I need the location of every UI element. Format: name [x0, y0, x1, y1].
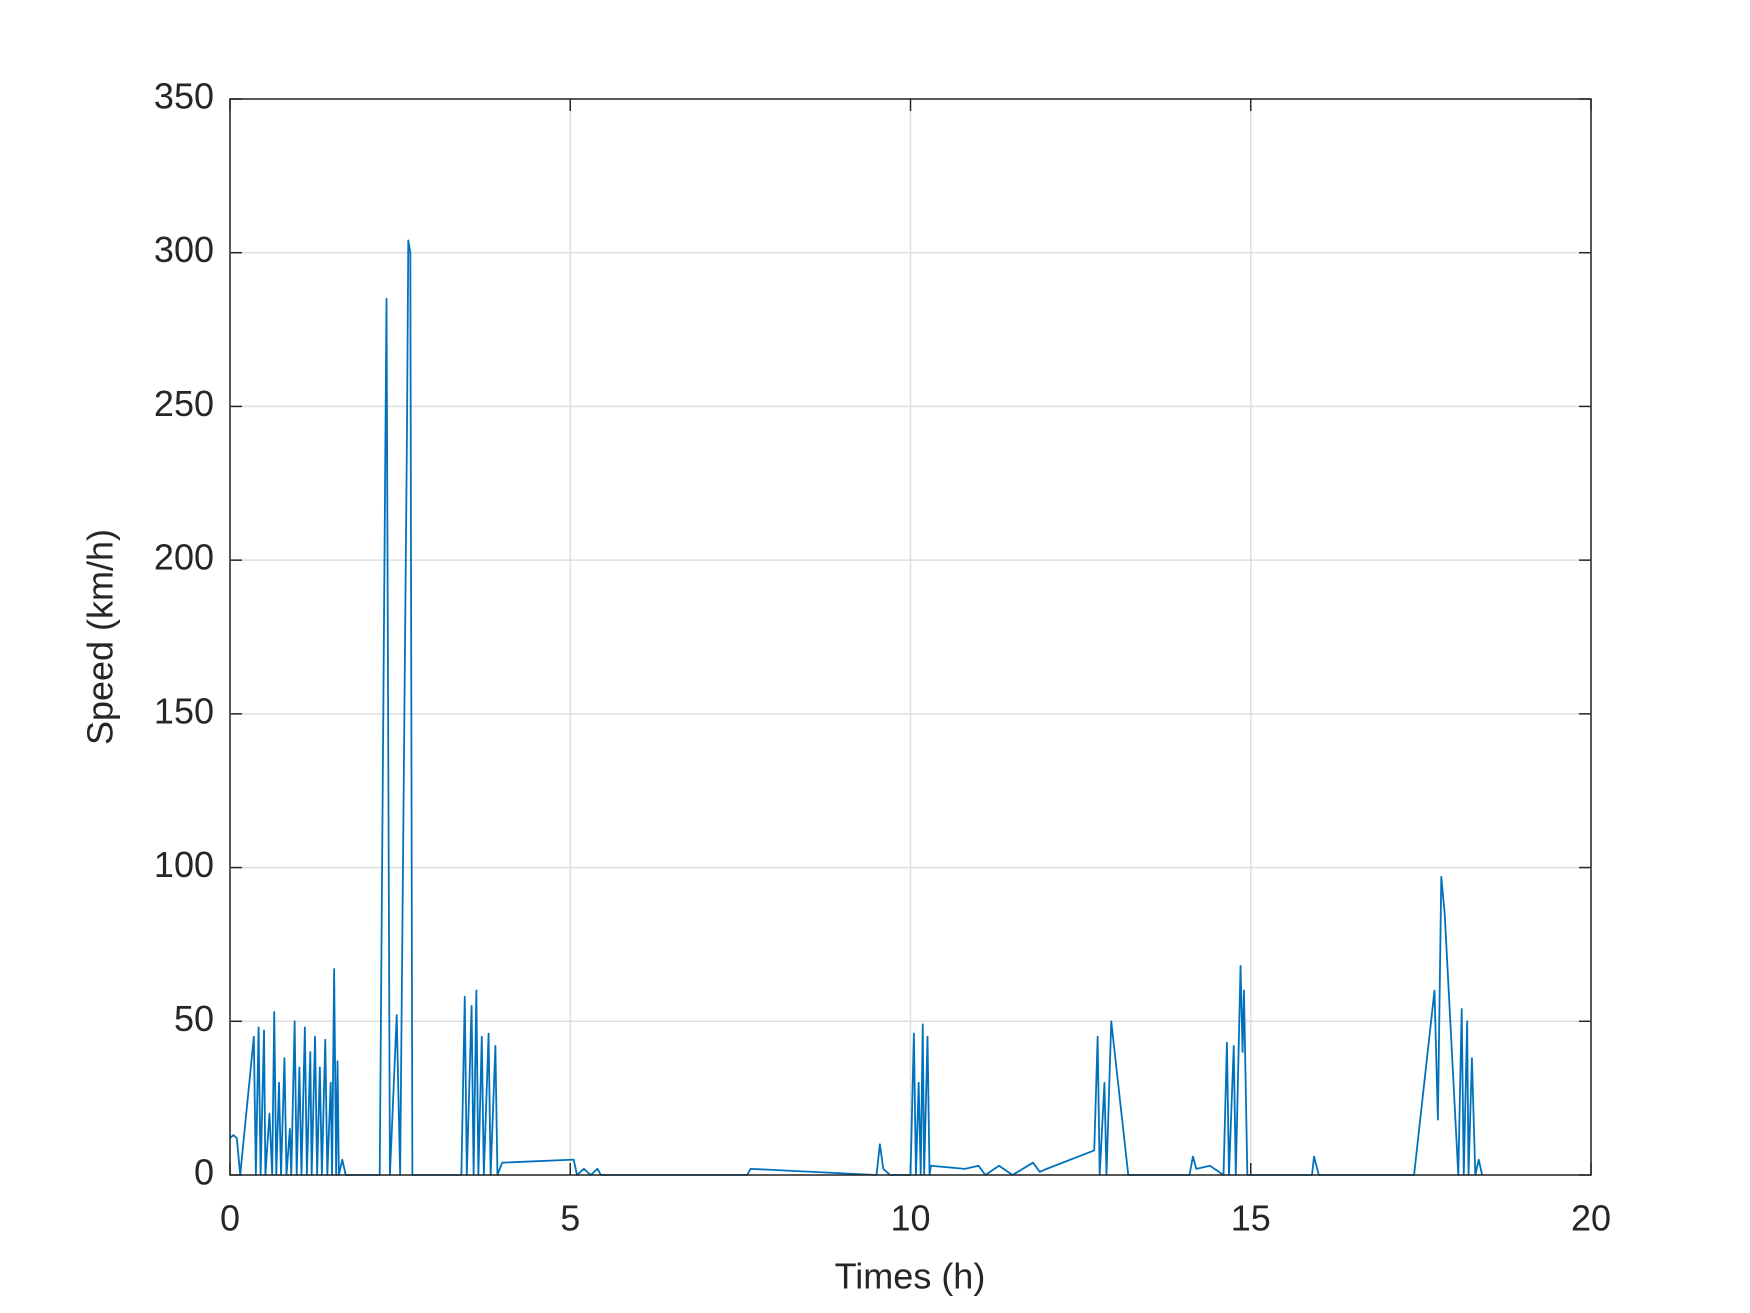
y-tick-label: 250 [154, 383, 214, 424]
y-tick-label: 50 [174, 998, 214, 1039]
y-tick-label: 150 [154, 690, 214, 731]
y-axis-label: Speed (km/h) [80, 529, 121, 745]
x-tick-label: 20 [1571, 1198, 1611, 1239]
x-tick-label: 0 [220, 1198, 240, 1239]
y-tick-label: 300 [154, 229, 214, 270]
y-tick-label: 100 [154, 844, 214, 885]
y-tick-label: 0 [194, 1152, 214, 1193]
x-axis-label: Times (h) [835, 1256, 986, 1297]
y-tick-label: 350 [154, 76, 214, 117]
x-tick-label: 15 [1231, 1198, 1271, 1239]
data-line [229, 239, 1483, 1176]
x-tick-label: 10 [890, 1198, 930, 1239]
x-tick-label: 5 [560, 1198, 580, 1239]
axes-box [229, 98, 1592, 1176]
y-tick-label: 200 [154, 537, 214, 578]
